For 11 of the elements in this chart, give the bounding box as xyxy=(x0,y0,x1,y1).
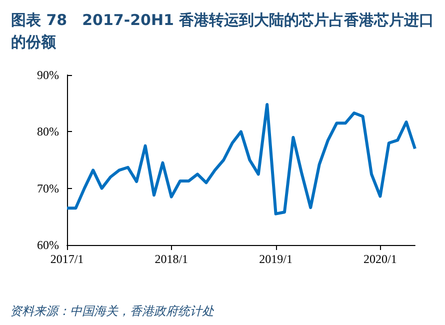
y-tick-label: 70% xyxy=(37,181,59,196)
x-tick-label: 2019/1 xyxy=(259,252,292,266)
x-tick-label: 2017/1 xyxy=(50,252,84,266)
y-tick-label: 60% xyxy=(37,238,59,252)
line-series xyxy=(66,102,416,216)
x-tick-label: 2018/1 xyxy=(154,252,188,266)
y-tick-label: 90% xyxy=(37,68,59,82)
x-tick-label: 2020/1 xyxy=(364,252,397,266)
y-tick-label: 80% xyxy=(37,124,59,139)
text: 资料来源：中国海关，香港政府统计处 xyxy=(10,304,215,318)
chart-title: 图表 78 2017-20H1 香港转运到大陆的芯片占香港芯片进口的份额 xyxy=(11,11,434,51)
